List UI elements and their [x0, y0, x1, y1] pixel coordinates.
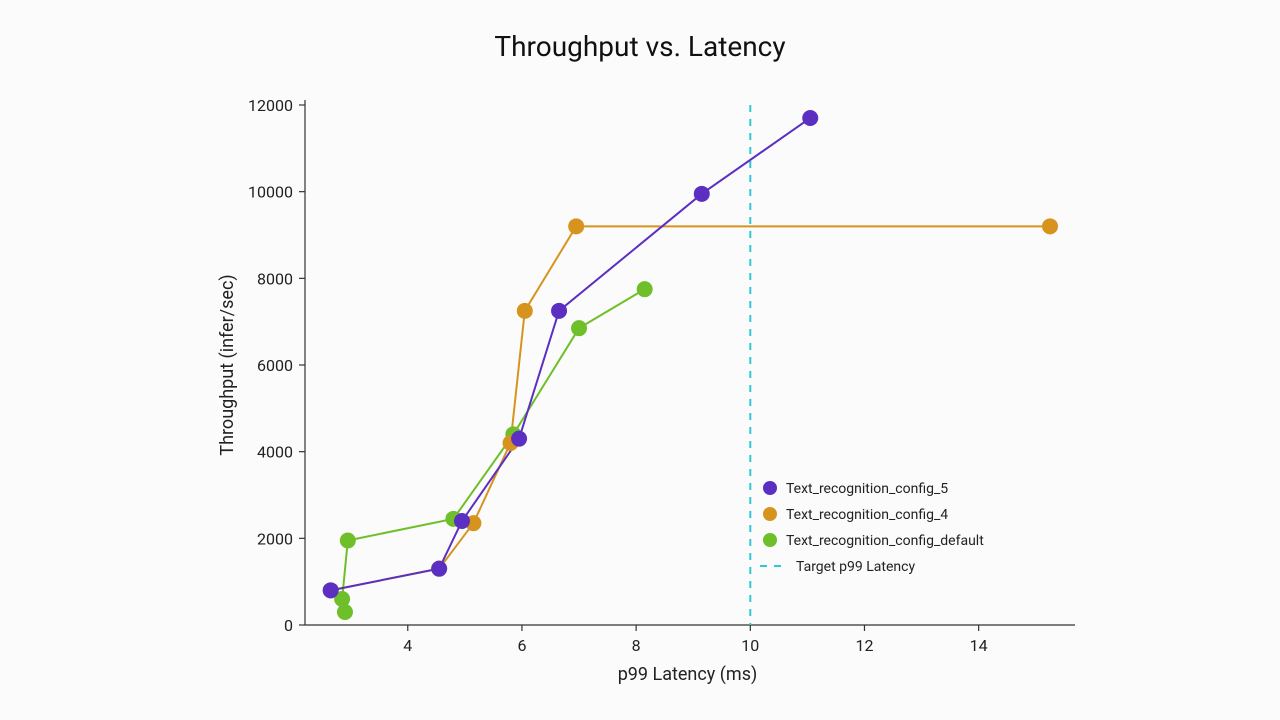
y-tick-label: 12000	[248, 96, 293, 115]
series-marker	[637, 281, 653, 297]
y-tick-label: 8000	[257, 269, 293, 288]
series-marker	[454, 513, 470, 529]
series-marker	[431, 561, 447, 577]
chart-container: Throughput vs. Latency 4 6 8 10 12 14 0 2000 400…	[0, 0, 1280, 720]
x-tick-label: 6	[517, 636, 526, 655]
series-marker	[694, 186, 710, 202]
x-axis-label: p99 Latency (ms)	[618, 664, 758, 685]
y-tick-label: 2000	[257, 529, 293, 548]
x-tick-label: 8	[632, 636, 641, 655]
series-marker	[323, 582, 339, 598]
legend-swatch	[763, 507, 777, 521]
legend-label: Text_recognition_config_4	[786, 507, 948, 523]
y-tick-label: 0	[284, 616, 293, 635]
x-tick-label: 4	[403, 636, 412, 655]
legend-label: Target p99 Latency	[796, 559, 915, 575]
legend-label: Text_recognition_config_5	[786, 481, 948, 497]
series-line	[342, 289, 645, 612]
series-marker	[551, 303, 567, 319]
y-tick-label: 6000	[257, 356, 293, 375]
series-marker	[571, 320, 587, 336]
legend-label: Text_recognition_config_default	[786, 533, 984, 549]
series-marker	[517, 303, 533, 319]
series-line	[331, 118, 811, 590]
y-tick-label: 4000	[257, 443, 293, 462]
chart-svg: 4 6 8 10 12 14 0 2000 4000 6000 8000 10000 12000 p99 …	[0, 0, 1280, 720]
series-marker	[340, 533, 356, 549]
x-tick-label: 10	[741, 636, 759, 655]
legend-swatch	[763, 533, 777, 547]
legend-swatch	[763, 481, 777, 495]
y-tick-label: 10000	[248, 183, 293, 202]
series-marker	[802, 110, 818, 126]
x-tick-label: 12	[855, 636, 873, 655]
series-marker	[1042, 218, 1058, 234]
series-marker	[568, 218, 584, 234]
series-marker	[511, 431, 527, 447]
y-axis-label: Throughput (infer/sec)	[217, 274, 238, 455]
x-tick-label: 14	[970, 636, 988, 655]
chart-title: Throughput vs. Latency	[0, 30, 1280, 63]
